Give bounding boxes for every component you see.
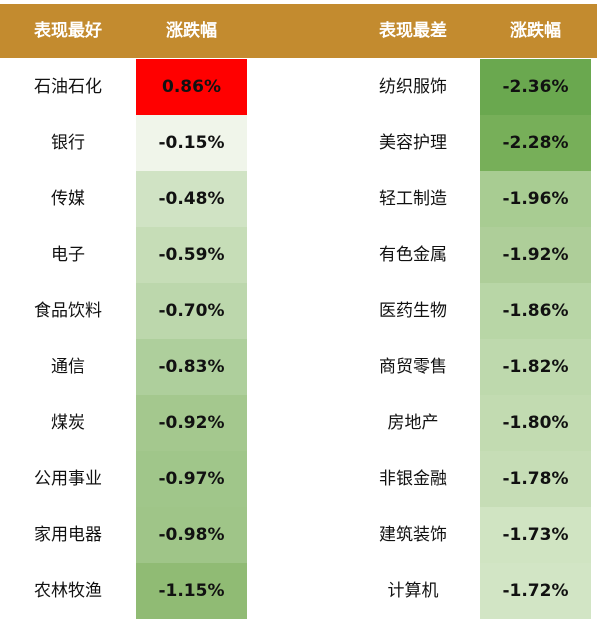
header-worst: 表现最差 — [379, 21, 447, 41]
best-industry-change: -0.97% — [136, 451, 247, 507]
worst-industry-change: -1.72% — [480, 563, 591, 619]
worst-industry-name: 商贸零售 — [379, 357, 447, 377]
best-industry-change: -0.98% — [136, 507, 247, 563]
table-header: 表现最好 涨跌幅 表现最差 涨跌幅 — [0, 4, 597, 58]
best-industry-name: 石油石化 — [34, 77, 102, 97]
best-industry-name: 电子 — [51, 245, 85, 265]
table-row: 农林牧渔 -1.15% 计算机 -1.72% — [0, 563, 597, 619]
worst-industry-change: -1.92% — [480, 227, 591, 283]
worst-industry-change: -2.28% — [480, 115, 591, 171]
best-industry-change: -0.48% — [136, 171, 247, 227]
best-industry-name: 通信 — [51, 357, 85, 377]
table-row: 公用事业 -0.97% 非银金融 -1.78% — [0, 451, 597, 507]
table-row: 电子 -0.59% 有色金属 -1.92% — [0, 227, 597, 283]
best-industry-change: -0.59% — [136, 227, 247, 283]
worst-industry-name: 纺织服饰 — [379, 77, 447, 97]
worst-industry-name: 计算机 — [387, 581, 439, 601]
best-industry-name: 农林牧渔 — [34, 581, 102, 601]
table-row: 银行 -0.15% 美容护理 -2.28% — [0, 115, 597, 171]
worst-industry-name: 建筑装饰 — [379, 525, 447, 545]
worst-industry-name: 非银金融 — [379, 469, 447, 489]
best-industry-change: -0.92% — [136, 395, 247, 451]
best-industry-name: 银行 — [51, 133, 85, 153]
best-industry-name: 食品饮料 — [34, 301, 102, 321]
header-worst-change: 涨跌幅 — [510, 21, 561, 41]
worst-industry-change: -1.73% — [480, 507, 591, 563]
header-best: 表现最好 — [34, 21, 102, 41]
worst-industry-name: 美容护理 — [379, 133, 447, 153]
table-row: 煤炭 -0.92% 房地产 -1.80% — [0, 395, 597, 451]
best-industry-name: 煤炭 — [51, 413, 85, 433]
worst-industry-name: 医药生物 — [379, 301, 447, 321]
worst-industry-change: -2.36% — [480, 59, 591, 115]
header-best-change: 涨跌幅 — [166, 21, 217, 41]
best-industry-name: 公用事业 — [34, 469, 102, 489]
worst-industry-change: -1.78% — [480, 451, 591, 507]
best-industry-name: 家用电器 — [34, 525, 102, 545]
table-row: 家用电器 -0.98% 建筑装饰 -1.73% — [0, 507, 597, 563]
table-row: 传媒 -0.48% 轻工制造 -1.96% — [0, 171, 597, 227]
best-industry-change: -0.83% — [136, 339, 247, 395]
table-row: 石油石化 0.86% 纺织服饰 -2.36% — [0, 59, 597, 115]
worst-industry-change: -1.86% — [480, 283, 591, 339]
table-row: 食品饮料 -0.70% 医药生物 -1.86% — [0, 283, 597, 339]
table-row: 通信 -0.83% 商贸零售 -1.82% — [0, 339, 597, 395]
best-industry-name: 传媒 — [51, 189, 85, 209]
worst-industry-name: 房地产 — [387, 413, 439, 433]
best-industry-change: -0.15% — [136, 115, 247, 171]
worst-industry-change: -1.82% — [480, 339, 591, 395]
best-industry-change: 0.86% — [136, 59, 247, 115]
best-industry-change: -0.70% — [136, 283, 247, 339]
worst-industry-name: 轻工制造 — [379, 189, 447, 209]
best-industry-change: -1.15% — [136, 563, 247, 619]
worst-industry-change: -1.96% — [480, 171, 591, 227]
worst-industry-name: 有色金属 — [379, 245, 447, 265]
worst-industry-change: -1.80% — [480, 395, 591, 451]
